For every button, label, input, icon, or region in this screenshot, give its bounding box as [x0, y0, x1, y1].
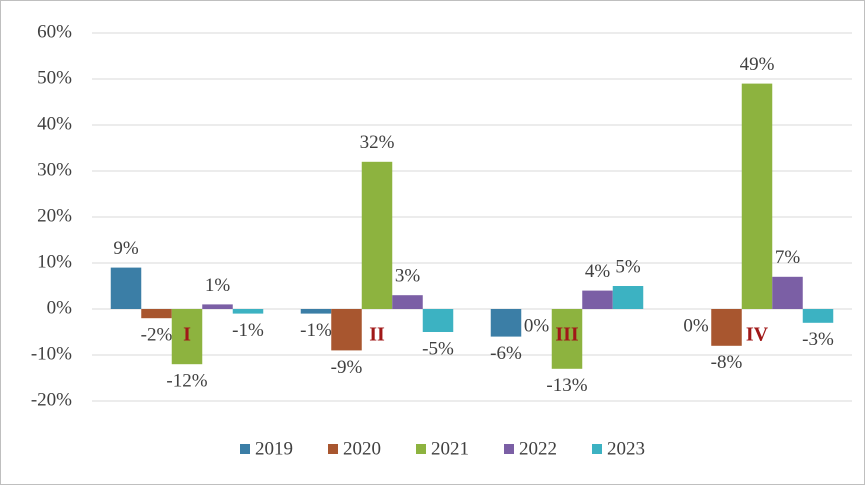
- value-label: 32%: [360, 132, 395, 153]
- bar: [741, 83, 773, 309]
- bar: [110, 267, 142, 309]
- value-label: -3%: [802, 329, 834, 350]
- value-label: -5%: [422, 338, 454, 359]
- legend-label: 2019: [255, 438, 293, 459]
- category-label: III: [555, 324, 579, 346]
- legend-swatch: [328, 444, 338, 454]
- category-label: II: [369, 324, 385, 346]
- bar: [772, 276, 803, 309]
- value-label: 9%: [113, 238, 139, 259]
- legend-swatch: [416, 444, 426, 454]
- bar: [300, 309, 332, 314]
- value-label: 49%: [740, 54, 775, 75]
- category-label: IV: [746, 324, 769, 346]
- value-label: -6%: [490, 343, 522, 364]
- value-label: -12%: [166, 371, 207, 392]
- bar: [612, 286, 644, 309]
- legend-label: 2022: [519, 438, 557, 459]
- legend-label: 2021: [431, 438, 469, 459]
- y-tick-label: 60%: [37, 21, 72, 42]
- value-label: 7%: [775, 247, 801, 268]
- value-label: 3%: [395, 266, 421, 287]
- value-label: 0%: [683, 315, 709, 336]
- y-tick-label: 20%: [37, 205, 72, 226]
- bar: [551, 309, 583, 369]
- bar: [202, 304, 233, 309]
- value-label: -9%: [331, 357, 363, 378]
- bar: [422, 309, 454, 332]
- bar: [141, 309, 172, 319]
- bar: [490, 309, 522, 337]
- value-label: -2%: [141, 325, 173, 346]
- bar: [802, 309, 834, 323]
- y-tick-label: 50%: [37, 67, 72, 88]
- bar: [711, 309, 742, 346]
- y-tick-label: 0%: [47, 297, 73, 318]
- legend-label: 2023: [607, 438, 645, 459]
- bar: [392, 295, 423, 309]
- value-label: -1%: [300, 320, 332, 341]
- legend-label: 2020: [343, 438, 381, 459]
- value-label: 5%: [615, 256, 641, 277]
- value-label: 4%: [585, 261, 611, 282]
- value-label: -1%: [232, 320, 264, 341]
- y-tick-label: 10%: [37, 251, 72, 272]
- value-label: -8%: [711, 352, 743, 373]
- category-label: I: [183, 324, 191, 346]
- bar: [232, 309, 264, 314]
- bar: [171, 309, 203, 365]
- y-tick-label: 40%: [37, 113, 72, 134]
- y-tick-label: -10%: [31, 343, 72, 364]
- y-tick-label: -20%: [31, 389, 72, 410]
- legend-swatch: [240, 444, 250, 454]
- value-label: 0%: [524, 315, 550, 336]
- legend-swatch: [592, 444, 602, 454]
- y-tick-label: 30%: [37, 159, 72, 180]
- bar: [582, 290, 613, 309]
- legend-swatch: [504, 444, 514, 454]
- value-label: -13%: [546, 375, 587, 396]
- bar: [361, 161, 393, 309]
- bar: [331, 309, 362, 351]
- value-label: 1%: [205, 275, 231, 296]
